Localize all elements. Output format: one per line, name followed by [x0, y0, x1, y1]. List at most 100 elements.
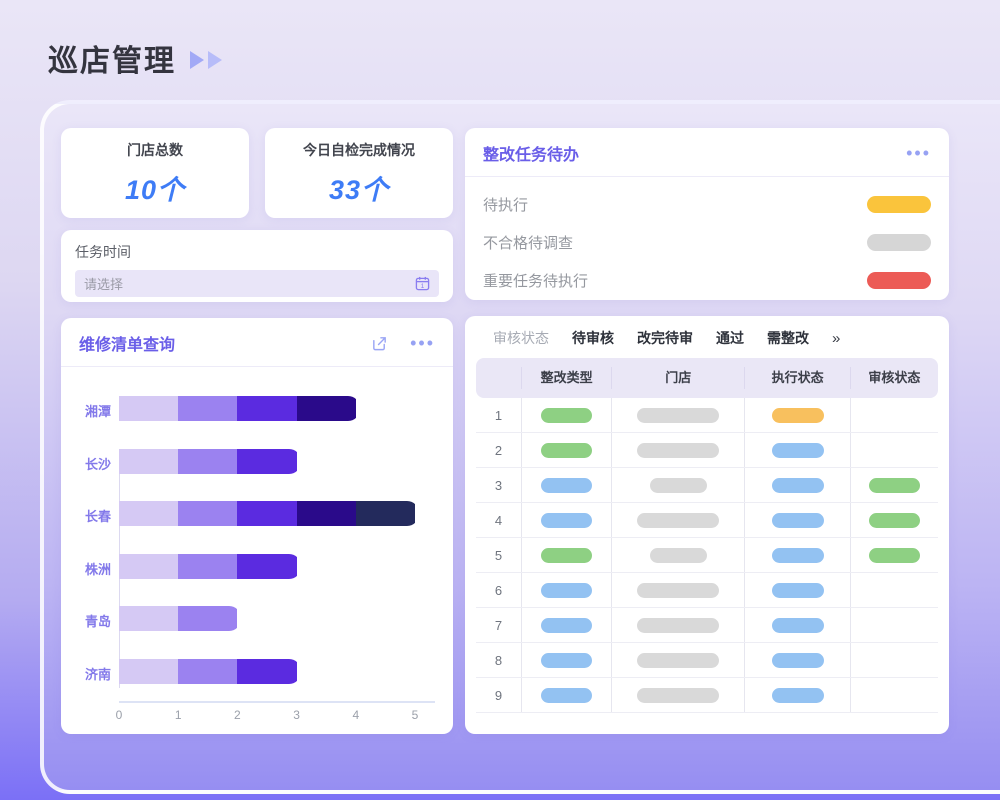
status-pill — [541, 442, 593, 458]
chart-bar — [119, 396, 360, 421]
tab-passed[interactable]: 通过 — [716, 330, 744, 346]
row-index: 1 — [494, 407, 503, 423]
page-header: 巡店管理 — [48, 36, 222, 80]
row-index: 2 — [494, 442, 503, 458]
review-table-card: 审核状态 待审核 改完待审 通过 需整改 » 整改类型 门店 执行状态 审核状态 1 2… — [465, 316, 949, 734]
ellipsis-icon[interactable]: ••• — [410, 333, 435, 353]
status-pill — [637, 407, 720, 423]
triangle-icon — [208, 51, 222, 69]
chart-bar-segment — [296, 396, 356, 421]
status-pill — [649, 547, 707, 563]
table-cell — [745, 538, 851, 572]
table-cell — [612, 468, 746, 502]
table-cell — [745, 398, 851, 432]
table-cell — [612, 433, 746, 467]
status-pill — [868, 547, 920, 563]
chart-bar-segment — [237, 396, 297, 421]
table-cell — [851, 573, 938, 607]
table-column-header: 执行状态 — [745, 367, 851, 389]
tab-needs-rework[interactable]: 需整改 — [767, 330, 809, 346]
chart-bar-segment — [237, 448, 297, 474]
table-cell — [522, 643, 613, 677]
chart-bar-segment — [178, 658, 238, 684]
table-cell — [851, 608, 938, 642]
todo-item-label: 重要任务待执行 — [483, 272, 589, 290]
table-cell — [745, 643, 851, 677]
table-cell — [612, 643, 746, 677]
review-table: 整改类型 门店 执行状态 审核状态 1 2 3 4 5 6 7 8 9 — [476, 358, 938, 713]
chart-x-tick-label: 2 — [234, 707, 241, 722]
todo-item: 不合格待调查 — [483, 223, 931, 261]
todo-status-pill — [867, 271, 931, 289]
table-cell — [612, 678, 746, 712]
table-column-header: 门店 — [612, 367, 746, 389]
filter-label: 审核状态 — [493, 330, 549, 346]
todo-card-title: 整改任务待办 — [483, 147, 580, 164]
chart-bar-segment — [119, 396, 179, 421]
chart-category-label: 长沙 — [84, 456, 111, 472]
table-cell: 6 — [476, 573, 523, 607]
calendar-icon[interactable]: 1 — [415, 276, 430, 291]
row-index: 6 — [494, 582, 503, 598]
table-cell — [522, 398, 613, 432]
tab-pending-review[interactable]: 待审核 — [572, 330, 614, 346]
status-pill — [771, 477, 824, 493]
chart-bar-segment — [296, 501, 356, 526]
chart-bar-segment — [178, 606, 238, 631]
chart-bar — [119, 606, 241, 631]
table-body: 1 2 3 4 5 6 7 8 9 — [476, 398, 938, 713]
status-pill — [868, 477, 920, 493]
chart-bar-segment — [178, 501, 238, 526]
table-cell: 1 — [476, 398, 523, 432]
ellipsis-icon[interactable]: ••• — [906, 143, 931, 163]
tabs-more-icon[interactable]: » — [832, 329, 841, 347]
table-cell — [522, 538, 613, 572]
task-time-label: 任务时间 — [75, 244, 131, 260]
status-pill — [541, 582, 593, 598]
chart-bar-segment — [119, 501, 179, 526]
table-row[interactable]: 8 — [476, 643, 938, 678]
table-row[interactable]: 9 — [476, 678, 938, 713]
chart-category-label: 湘潭 — [84, 404, 111, 419]
table-cell — [522, 573, 613, 607]
chart-x-tick-label: 3 — [293, 707, 300, 722]
table-cell — [522, 503, 613, 537]
chart-bar-segment — [237, 553, 297, 579]
chart-bar-segment — [237, 658, 297, 684]
table-cell — [522, 433, 613, 467]
stat-value: 33个 — [328, 174, 390, 205]
status-pill — [637, 687, 720, 703]
table-cell — [745, 608, 851, 642]
table-cell — [851, 503, 938, 537]
status-pill — [541, 512, 593, 528]
table-cell: 2 — [476, 433, 523, 467]
triangle-icon — [190, 51, 204, 69]
table-cell — [851, 398, 938, 432]
status-pill — [771, 547, 824, 563]
chart-bar-segment — [119, 553, 179, 579]
row-index: 3 — [494, 477, 503, 493]
table-row[interactable]: 3 — [476, 468, 938, 503]
table-cell — [851, 643, 938, 677]
chart-bar-segment — [178, 448, 238, 474]
date-picker-input[interactable]: 请选择 1 — [75, 270, 439, 297]
status-pill — [637, 582, 720, 598]
table-row[interactable]: 4 — [476, 503, 938, 538]
status-pill — [541, 477, 593, 493]
table-row[interactable]: 5 — [476, 538, 938, 573]
table-row[interactable]: 1 — [476, 398, 938, 433]
status-pill — [541, 687, 593, 703]
table-column-header — [476, 367, 523, 389]
chart-x-tick-label: 1 — [174, 707, 182, 722]
row-index: 5 — [494, 547, 503, 563]
table-row[interactable]: 6 — [476, 573, 938, 608]
chart-bar — [119, 448, 301, 474]
table-row[interactable]: 7 — [476, 608, 938, 643]
tab-revised-pending[interactable]: 改完待审 — [637, 330, 693, 346]
share-icon[interactable] — [371, 335, 388, 352]
table-row[interactable]: 2 — [476, 433, 938, 468]
table-cell — [745, 503, 851, 537]
table-column-header: 整改类型 — [522, 367, 613, 389]
todo-status-pill — [867, 195, 931, 213]
status-pill — [637, 512, 720, 528]
